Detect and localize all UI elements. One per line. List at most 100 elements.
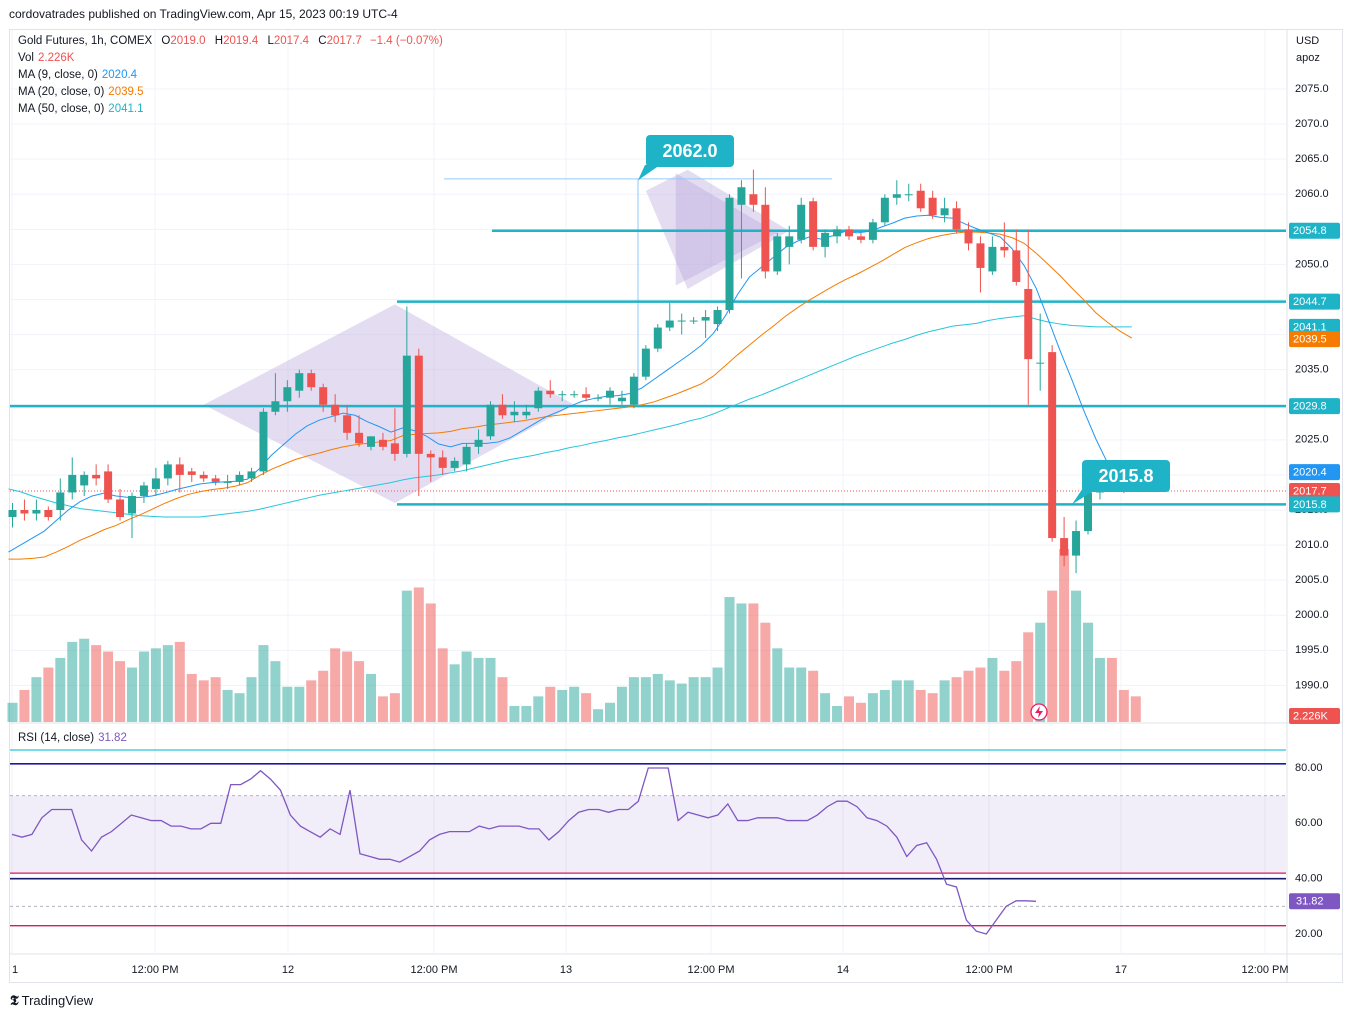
volume-bar[interactable] [796, 667, 807, 722]
candle-body[interactable] [390, 443, 399, 454]
volume-bar[interactable] [330, 648, 341, 722]
volume-bar[interactable] [138, 651, 149, 722]
candle-body[interactable] [307, 373, 316, 388]
volume-bar[interactable] [449, 664, 460, 722]
candle-body[interactable] [606, 390, 614, 398]
candle-body[interactable] [1048, 352, 1057, 539]
candle-body[interactable] [737, 187, 746, 205]
callout-box[interactable] [1082, 460, 1170, 492]
callout-pointer[interactable] [638, 165, 660, 181]
volume-bar[interactable] [1106, 657, 1117, 722]
volume-bar[interactable] [855, 702, 866, 722]
candle-body[interactable] [856, 236, 865, 240]
candle-body[interactable] [689, 320, 698, 322]
ma9-line[interactable] [8, 214, 1109, 553]
candle-body[interactable] [474, 439, 483, 447]
time-axis[interactable]: 1 12:00 PM 12 12:00 PM 13 12:00 PM 14 12:00 PM 1… [12, 964, 1289, 976]
candle-body[interactable] [1012, 250, 1021, 282]
volume-bar[interactable] [162, 645, 173, 722]
volume-series[interactable] [7, 549, 1141, 722]
volume-bar[interactable] [366, 673, 376, 722]
footer-brand[interactable]: 𝕿 TradingView [10, 992, 93, 1009]
volume-bar[interactable] [903, 680, 914, 722]
candle-body[interactable] [44, 510, 53, 518]
candle-body[interactable] [211, 478, 220, 482]
candle-body[interactable] [904, 194, 913, 196]
lightning-icon[interactable] [1030, 703, 1048, 721]
volume-bar[interactable] [210, 677, 221, 722]
volume-bar[interactable] [867, 693, 878, 722]
volume-bar[interactable] [55, 657, 66, 722]
price-tag[interactable] [1289, 331, 1340, 348]
candle-body[interactable] [845, 229, 853, 237]
volume-bar[interactable] [700, 677, 711, 722]
price-tag[interactable] [1289, 318, 1340, 335]
candle-body[interactable] [56, 492, 65, 510]
candle-body[interactable] [773, 236, 782, 272]
candle-body[interactable] [617, 397, 626, 402]
volume-bar[interactable] [616, 686, 627, 722]
volume-bar[interactable] [1035, 622, 1046, 722]
candle-body[interactable] [450, 460, 459, 468]
candle-body[interactable] [582, 394, 591, 398]
volume-bar[interactable] [31, 677, 42, 722]
volume-bar[interactable] [174, 641, 185, 722]
chart-patterns[interactable] [203, 169, 790, 503]
candle-body[interactable] [163, 464, 172, 479]
rsi-legend[interactable]: RSI (14, close) 31.82 [18, 732, 127, 744]
volume-bar[interactable] [545, 686, 556, 722]
volume-bar[interactable] [724, 597, 735, 722]
candle-body[interactable] [976, 243, 985, 268]
candle-body[interactable] [426, 453, 435, 458]
rsi-pane[interactable]: 80.00 60.00 40.00 20.00 31.82 [10, 749, 1340, 940]
horizontal-levels[interactable] [10, 229, 1286, 506]
callout-box[interactable] [646, 135, 734, 167]
volume-bar[interactable] [198, 680, 209, 722]
candle-body[interactable] [486, 404, 495, 437]
volume-bar[interactable] [951, 677, 962, 722]
candle-body[interactable] [20, 510, 29, 514]
candle-series[interactable] [8, 169, 1128, 574]
volume-bar[interactable] [736, 603, 747, 722]
candle-body[interactable] [8, 510, 17, 518]
candle-body[interactable] [1024, 288, 1033, 360]
candle-body[interactable] [295, 373, 304, 391]
volume-bar[interactable] [1059, 549, 1070, 722]
volume-bar[interactable] [975, 667, 986, 722]
volume-bar[interactable] [294, 686, 305, 722]
candle-body[interactable] [880, 197, 889, 223]
candle-body[interactable] [1072, 531, 1081, 556]
volume-bar[interactable] [258, 645, 269, 722]
volume-bar[interactable] [318, 670, 329, 722]
volume-bar[interactable] [389, 693, 400, 722]
measure-tool[interactable] [444, 178, 832, 407]
callout-pointer[interactable] [1072, 488, 1098, 505]
candle-body[interactable] [641, 348, 650, 377]
price-axis[interactable]: USDapoz2075.02070.02065.02060.02055.0205… [1289, 35, 1340, 724]
volume-bar[interactable] [999, 670, 1010, 722]
volume-bar[interactable] [485, 657, 496, 722]
candle-body[interactable] [414, 355, 423, 454]
volume-bar[interactable] [222, 689, 233, 722]
volume-bar[interactable] [748, 603, 759, 722]
candle-body[interactable] [665, 320, 674, 328]
volume-bar[interactable] [879, 689, 890, 722]
rsi-line[interactable] [11, 767, 1037, 935]
volume-legend[interactable]: Vol 2.226K [18, 52, 75, 64]
volume-bar[interactable] [652, 673, 663, 722]
candle-body[interactable] [988, 246, 997, 272]
candle-body[interactable] [809, 201, 818, 247]
volume-bar[interactable] [67, 641, 78, 722]
candle-body[interactable] [916, 190, 925, 209]
rsi-tag[interactable] [1289, 893, 1340, 910]
candle-body[interactable] [223, 481, 232, 483]
volume-bar[interactable] [342, 651, 353, 722]
candle-body[interactable] [653, 327, 662, 349]
callouts[interactable]: 2062.0 2015.8 [638, 135, 1170, 505]
volume-bar[interactable] [712, 667, 723, 722]
candle-body[interactable] [68, 474, 77, 493]
candle-body[interactable] [378, 439, 387, 447]
candle-body[interactable] [546, 390, 555, 395]
volume-bar[interactable] [772, 648, 783, 722]
